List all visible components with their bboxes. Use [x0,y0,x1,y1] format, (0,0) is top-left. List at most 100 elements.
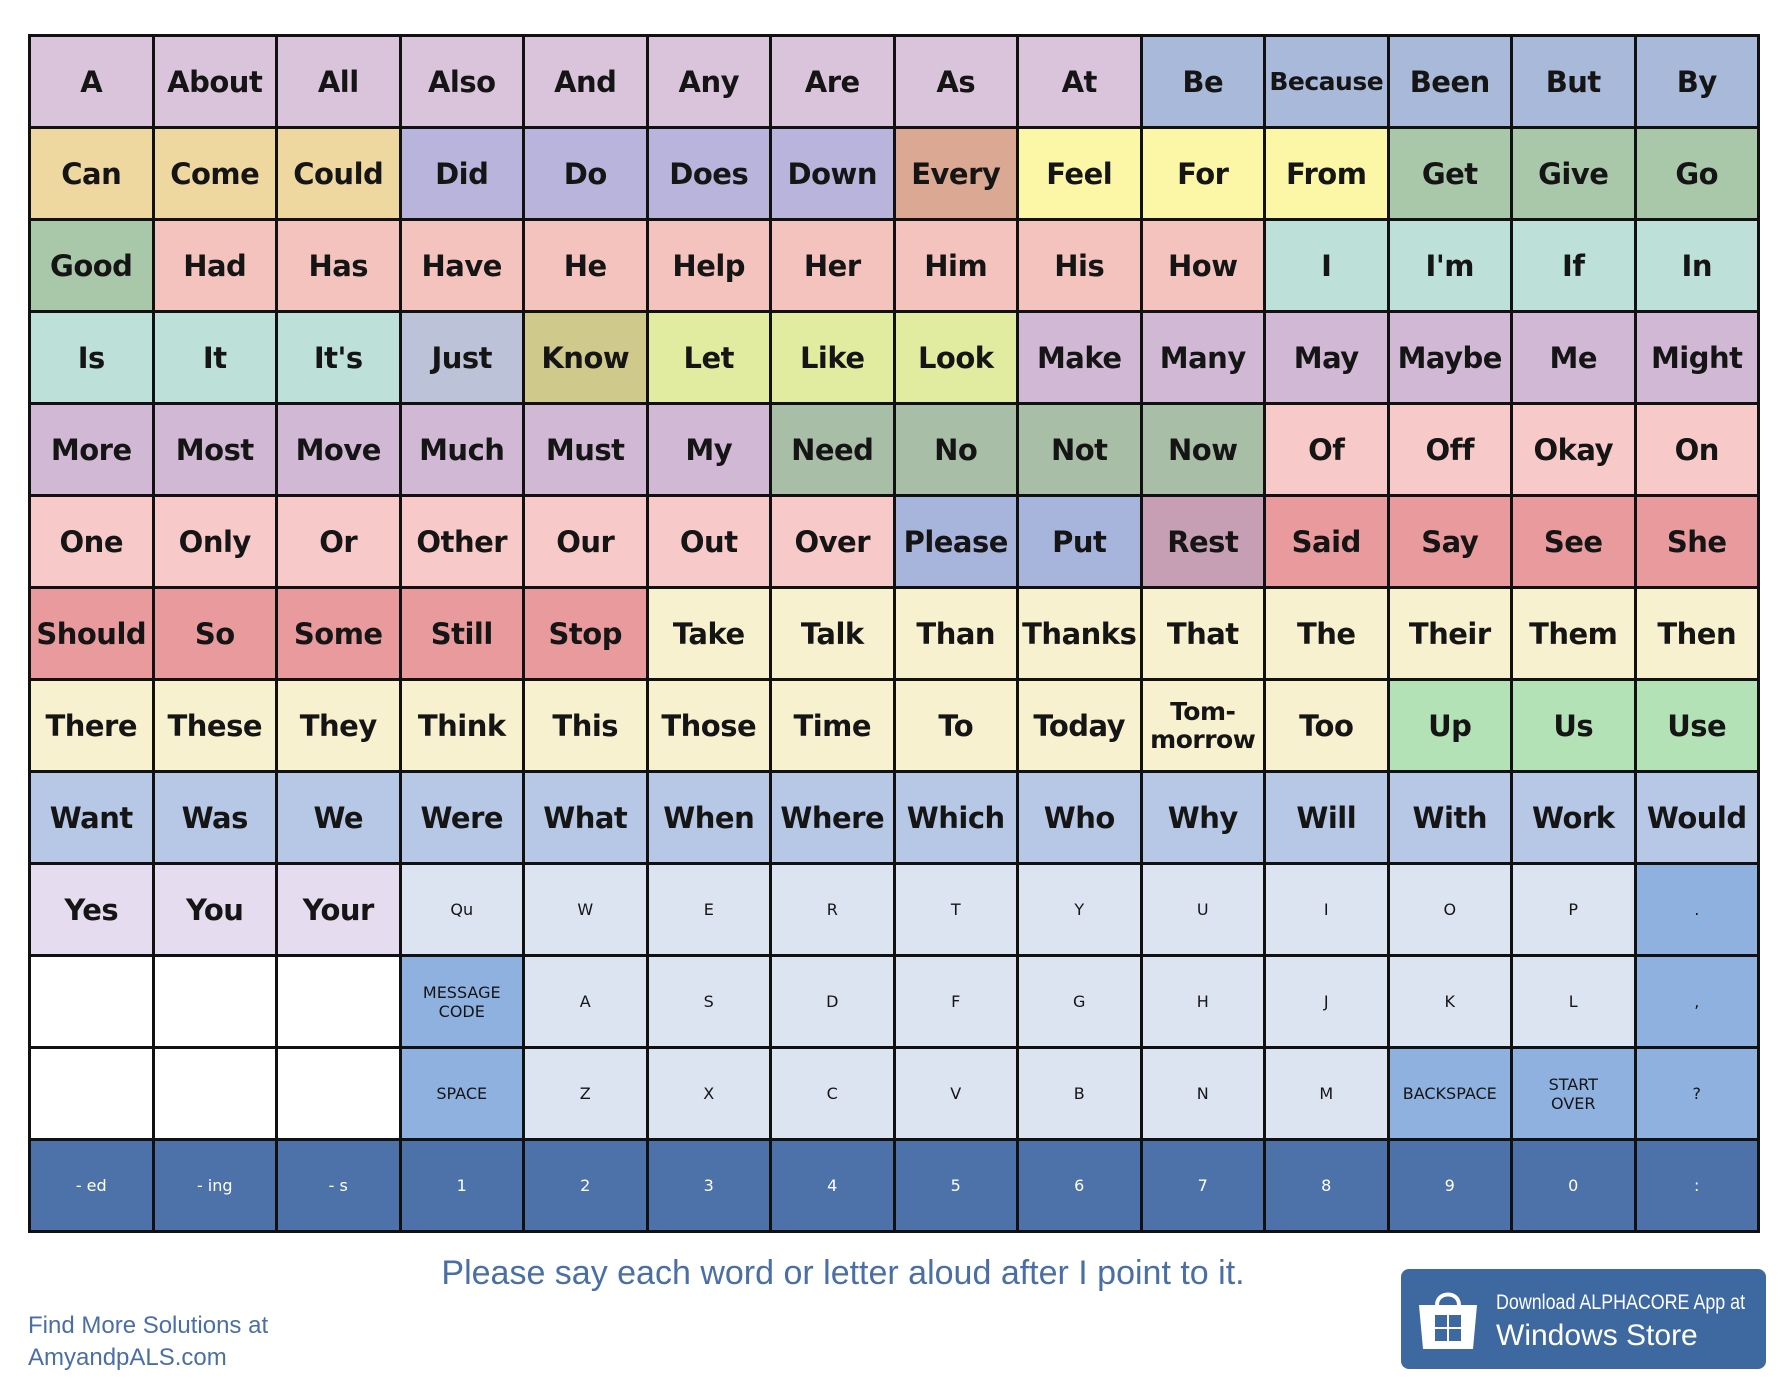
cell-text: 5 [950,1176,961,1195]
cell-text: Put [1052,524,1107,559]
board-cell: This [525,681,646,770]
cell-text: A [579,992,591,1011]
board-cell: Say [1389,497,1510,586]
board-cell: What [525,773,646,862]
board-cell: I [1266,221,1387,310]
board-cell: Think [401,681,522,770]
board-cell: Had [154,221,275,310]
board-cell: L [1513,957,1634,1046]
cell-text: Look [917,340,994,375]
board-cell: Might [1636,313,1757,402]
board-cell: See [1513,497,1634,586]
board-cell: Like [772,313,893,402]
cell-text: Say [1421,524,1479,559]
cell-text: His [1054,248,1105,283]
board-cell: Those [648,681,769,770]
cell-text: Think [417,708,506,743]
board-cell: Go [1636,129,1757,218]
cell-text: And [554,64,617,99]
cell-text: , [1694,992,1700,1011]
board-cell: T [895,865,1016,954]
cell-text: 6 [1074,1176,1085,1195]
cell-text: Much [419,432,505,467]
cell-text: Make [1036,340,1122,375]
board-cell: Then [1636,589,1757,678]
cell-text: Us [1553,708,1594,743]
board-cell: BACKSPACE [1389,1049,1510,1138]
board-cell: 5 [895,1141,1016,1230]
board-cell: Many [1142,313,1263,402]
cell-text: Has [308,248,369,283]
cell-text: : [1694,1176,1700,1195]
board-cell: J [1266,957,1387,1046]
board-cell: Need [772,405,893,494]
cell-text: Please [903,524,1009,559]
board-cell: Were [401,773,522,862]
cell-text: 0 [1568,1176,1579,1195]
cell-text: Been [1409,64,1491,99]
communication-board: A About All Also And Any Are As At Be Because Been B… [28,34,1760,1233]
cell-text: Up [1428,708,1472,743]
board-cell: Too [1266,681,1387,770]
cell-text: Might [1650,340,1743,375]
cell-text: By [1676,64,1718,99]
cell-text: Okay [1533,432,1614,467]
cell-text: Me [1549,340,1598,375]
cell-text: You [186,892,244,927]
board-cell: K [1389,957,1510,1046]
cell-text: Them [1529,616,1618,651]
board-cell: Tom- morrow [1142,681,1263,770]
cell-text: All [317,64,359,99]
board-cell: 0 [1513,1141,1634,1230]
board-cell: D [772,957,893,1046]
board-cell: Only [154,497,275,586]
cell-text: O [1443,900,1457,919]
cell-text: A [80,64,103,99]
cell-text: G [1073,992,1086,1011]
cell-text: Is [77,340,106,375]
board-cell: A [31,37,152,126]
board-cell: 3 [648,1141,769,1230]
cell-text: W [577,900,594,919]
cell-text: Are [804,64,860,99]
board-cell: Should [31,589,152,678]
board-cell: It's [278,313,399,402]
cell-text: Let [683,340,734,375]
board-cell: About [154,37,275,126]
board-cell: There [31,681,152,770]
windows-store-icon [1419,1292,1477,1349]
cell-text: Y [1074,900,1085,919]
cell-text: Help [672,248,746,283]
board-cell: You [154,865,275,954]
empty-cell [31,1049,152,1138]
cell-text: 9 [1444,1176,1455,1195]
board-cell: The [1266,589,1387,678]
board-cell: Your [278,865,399,954]
instruction: Please say each word or letter aloud aft… [441,1254,1245,1292]
board-cell: Our [525,497,646,586]
board-cell: Would [1636,773,1757,862]
board-cell: - s [278,1141,399,1230]
board-cell: Will [1266,773,1387,862]
board-cell: 7 [1142,1141,1263,1230]
cell-text: Does [669,156,749,191]
cell-text: He [563,248,607,283]
board-cell: Get [1389,129,1510,218]
board-cell: Now [1142,405,1263,494]
cell-text: Today [1033,708,1126,743]
board-cell: Please [895,497,1016,586]
board-cell: Do [525,129,646,218]
cell-text: Had [183,248,247,283]
cell-text: Go [1675,156,1719,191]
cell-text: Your [302,892,375,927]
cell-text: F [951,992,961,1011]
board-cell: Want [31,773,152,862]
cell-text: T [950,900,961,919]
badge-line: Download ALPHACORE App at [1496,1291,1746,1314]
cell-text: That [1166,616,1239,651]
cell-text: Some [293,616,383,651]
badge-line: Windows Store [1496,1319,1698,1352]
cell-text: P [1568,900,1579,919]
board-cell: And [525,37,646,126]
cell-text: Give [1538,156,1609,191]
